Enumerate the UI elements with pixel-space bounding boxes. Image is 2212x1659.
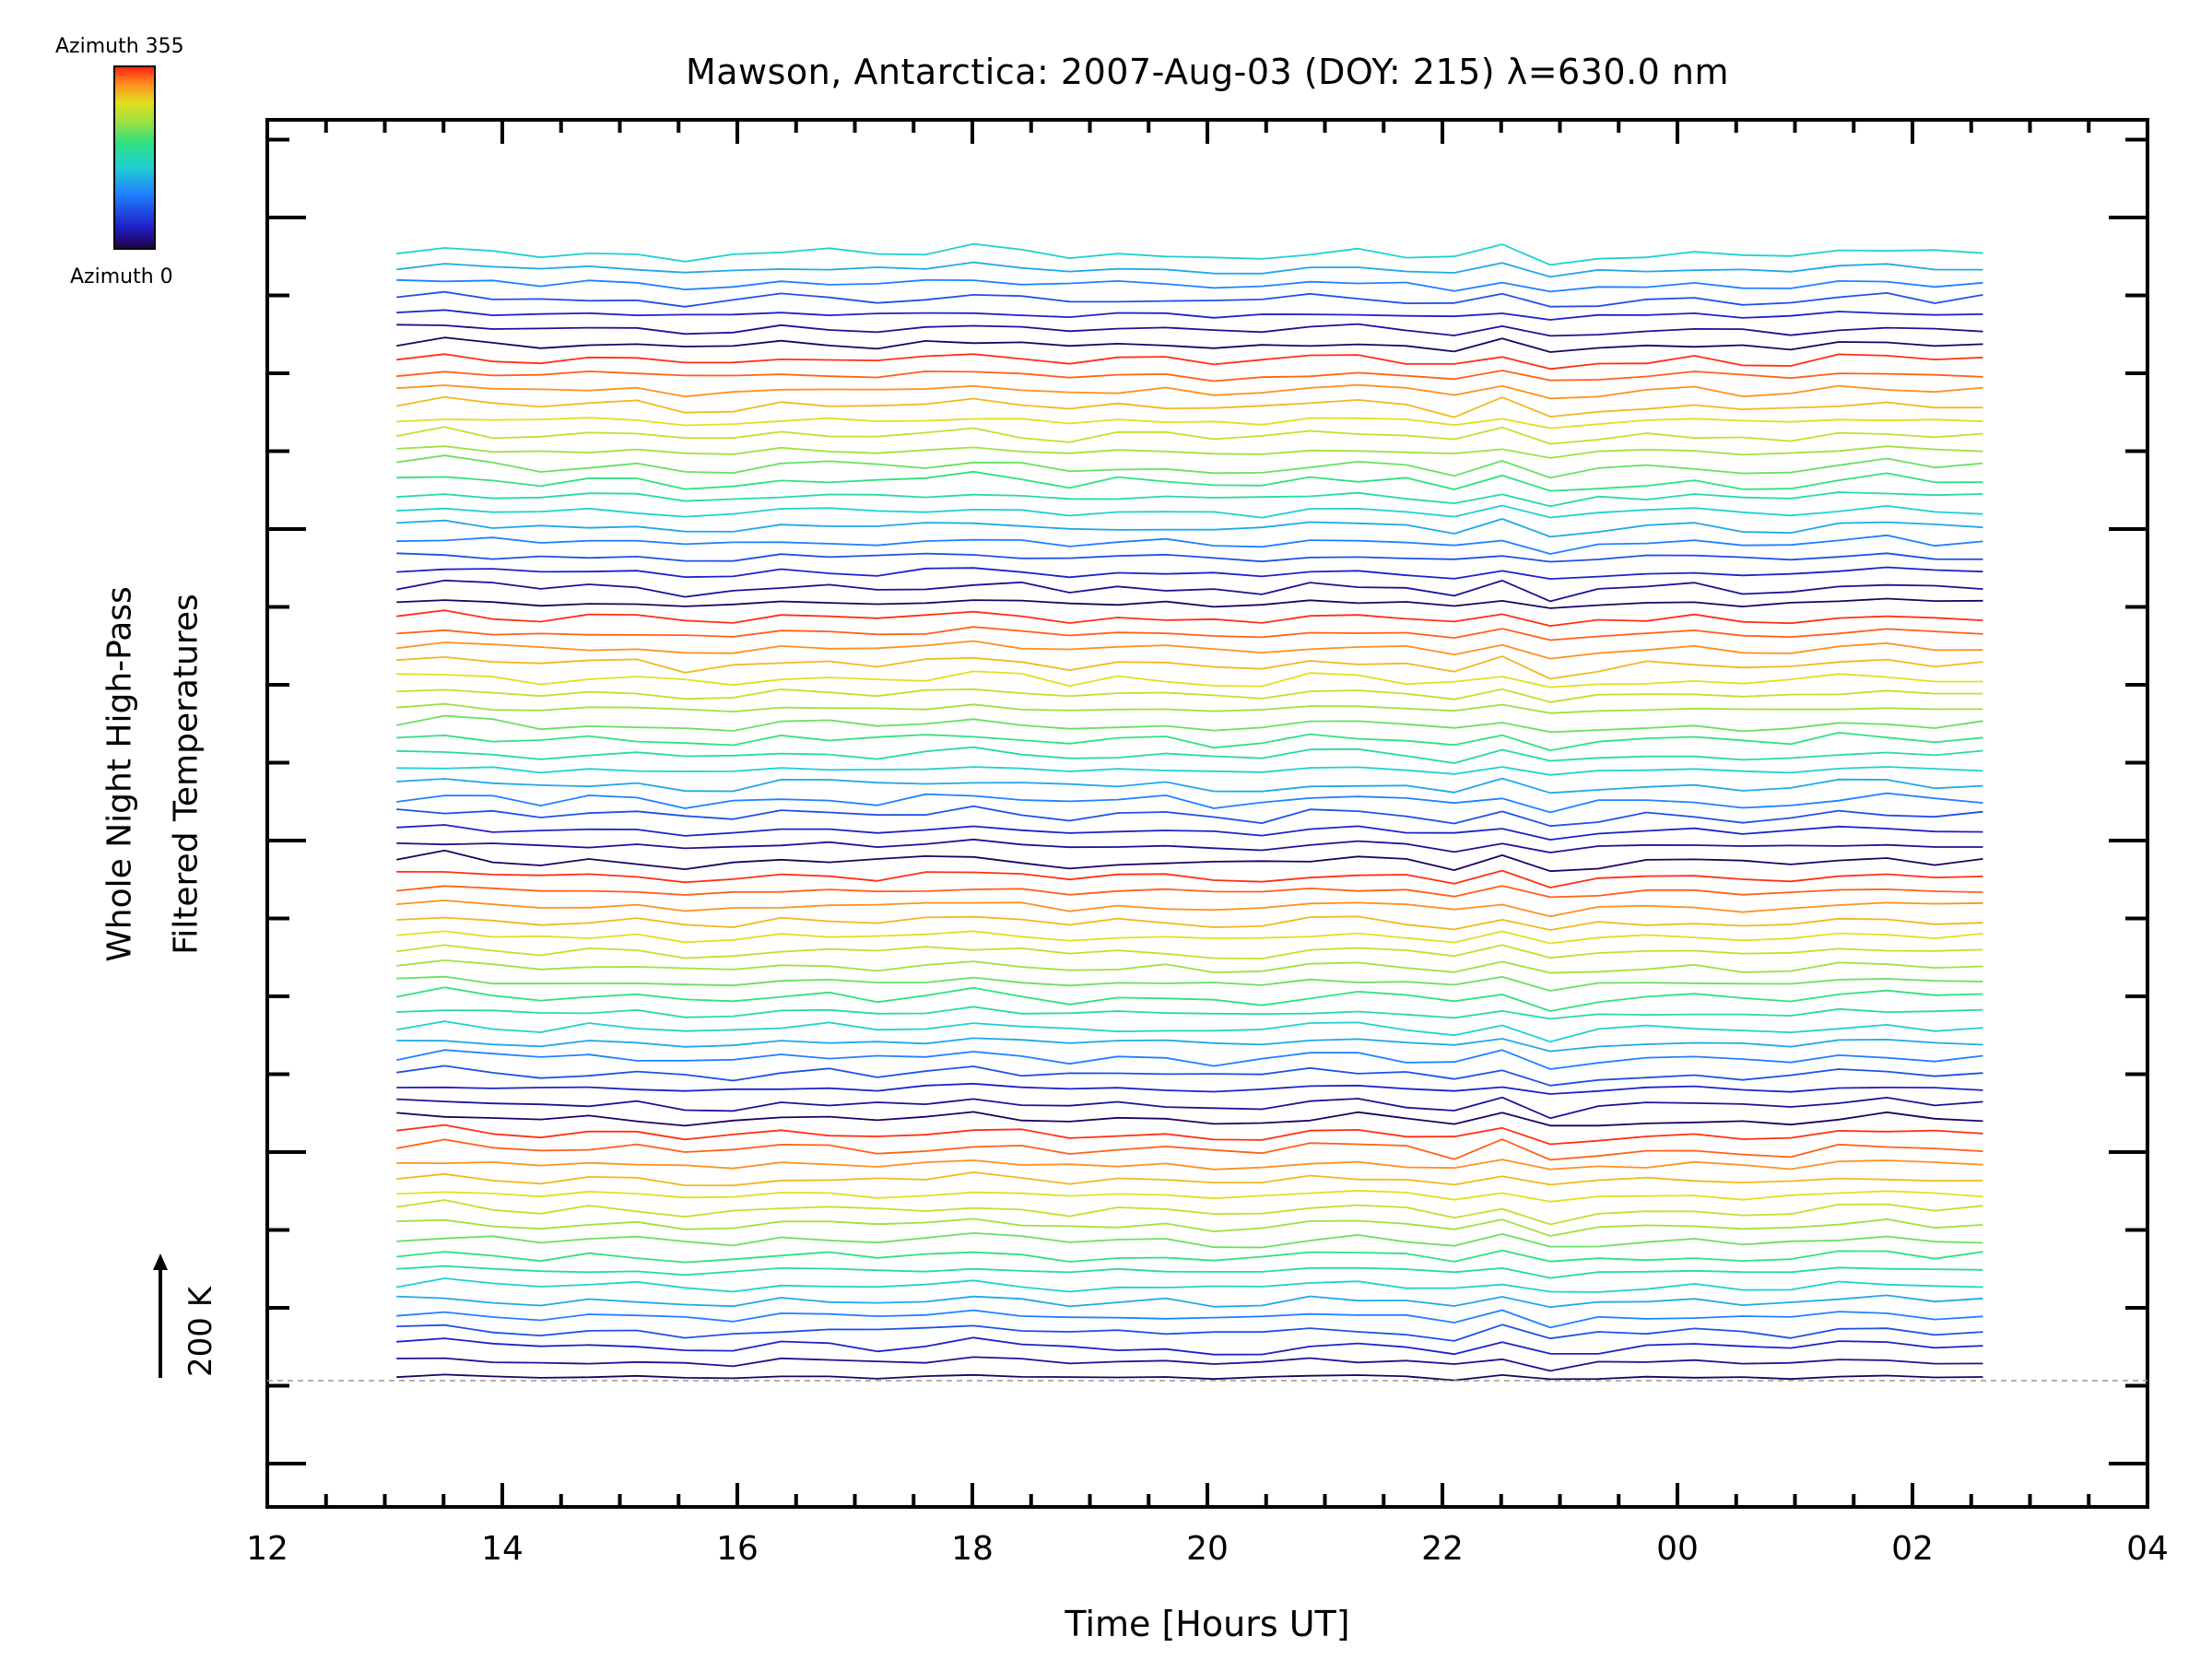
series-line <box>396 838 1983 853</box>
series-line <box>396 792 1983 814</box>
series-line <box>396 383 1983 400</box>
x-tick-label: 20 <box>1186 1530 1229 1568</box>
series-line <box>396 746 1983 764</box>
series-line <box>396 900 1983 918</box>
series-line <box>396 1249 1983 1264</box>
series-line <box>396 702 1983 714</box>
series-line <box>396 454 1983 479</box>
chart-title: Mawson, Antarctica: 2007-Aug-03 (DOY: 21… <box>685 52 1730 92</box>
colorbar-top-label: Azimuth 355 <box>55 35 184 58</box>
series-line <box>396 504 1983 519</box>
x-tick-label: 22 <box>1421 1530 1464 1568</box>
series-group <box>396 242 1983 1382</box>
series-line <box>396 242 1983 266</box>
scale-bar-arrow-head <box>153 1253 168 1270</box>
series-line <box>396 395 1983 418</box>
series-line <box>396 1294 1983 1309</box>
series-line <box>396 353 1983 371</box>
series-line <box>396 323 1983 337</box>
series-line <box>396 290 1983 308</box>
series-line <box>396 1049 1983 1070</box>
series-line <box>396 944 1983 959</box>
series-line <box>396 959 1983 974</box>
series-line <box>396 777 1983 794</box>
series-line <box>396 491 1983 508</box>
colorbar <box>113 65 156 250</box>
series-line <box>396 640 1983 660</box>
series-line <box>396 766 1983 776</box>
series-line <box>396 426 1983 445</box>
series-line <box>396 1356 1983 1372</box>
series-line <box>396 805 1983 828</box>
x-axis-label: Time [Hours UT] <box>1065 1604 1350 1644</box>
x-tick-label: 12 <box>246 1530 288 1568</box>
series-line <box>396 1020 1983 1043</box>
series-line <box>396 986 1983 1012</box>
x-tick-label: 00 <box>1656 1530 1699 1568</box>
series-line <box>396 670 1983 688</box>
series-line <box>396 688 1983 703</box>
series-line <box>396 1189 1983 1203</box>
series-line <box>396 597 1983 609</box>
x-tick-label: 04 <box>2126 1530 2169 1568</box>
series-line <box>396 1171 1983 1187</box>
x-tick-label: 14 <box>481 1530 524 1568</box>
series-line <box>396 1218 1983 1237</box>
x-tick-label: 18 <box>951 1530 994 1568</box>
series-line <box>396 975 1983 992</box>
series-line <box>396 869 1983 888</box>
series-line <box>396 1111 1983 1127</box>
series-line <box>396 1159 1983 1171</box>
series-line <box>396 1277 1983 1293</box>
series-line <box>396 1324 1983 1342</box>
series-line <box>396 1199 1983 1226</box>
series-line <box>396 885 1983 899</box>
series-line <box>396 1336 1983 1356</box>
series-line <box>396 579 1983 603</box>
series-line <box>396 518 1983 538</box>
series-line <box>396 278 1983 293</box>
series-line <box>396 732 1983 752</box>
series-line <box>396 714 1983 734</box>
series-line <box>396 445 1983 459</box>
series-line <box>396 1265 1983 1279</box>
series-line <box>396 1006 1983 1020</box>
series-line <box>396 534 1983 555</box>
series-line <box>396 849 1983 873</box>
series-line <box>396 930 1983 945</box>
x-tick-label: 16 <box>716 1530 759 1568</box>
series-line <box>396 824 1983 841</box>
series-line <box>396 655 1983 680</box>
series-line <box>396 470 1983 492</box>
series-line <box>396 1373 1983 1382</box>
series-line <box>396 626 1983 641</box>
series-line <box>396 1096 1983 1120</box>
x-tick-label: 02 <box>1891 1530 1934 1568</box>
series-line <box>396 336 1983 353</box>
axes-group: 12 14 16 18 20 22 00 02 04 <box>246 118 2169 1568</box>
series-line <box>396 370 1983 382</box>
series-line <box>396 417 1983 429</box>
series-line <box>396 261 1983 278</box>
colorbar-bottom-label: Azimuth 0 <box>70 265 173 288</box>
series-line <box>396 1065 1983 1087</box>
series-line <box>396 566 1983 580</box>
series-line <box>396 309 1983 321</box>
series-line <box>396 915 1983 931</box>
series-line <box>396 1232 1983 1249</box>
series-line <box>396 552 1983 563</box>
series-line <box>396 1124 1983 1146</box>
series-line <box>396 1309 1983 1329</box>
series-line <box>396 1138 1983 1161</box>
series-line <box>396 1082 1983 1095</box>
series-line <box>396 1037 1983 1053</box>
series-line <box>396 609 1983 627</box>
